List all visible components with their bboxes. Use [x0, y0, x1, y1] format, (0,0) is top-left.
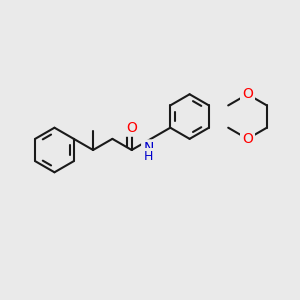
Text: O: O	[126, 121, 137, 135]
Text: H: H	[144, 150, 153, 163]
Text: O: O	[242, 132, 253, 146]
Text: O: O	[242, 87, 253, 101]
Text: N: N	[143, 141, 154, 155]
